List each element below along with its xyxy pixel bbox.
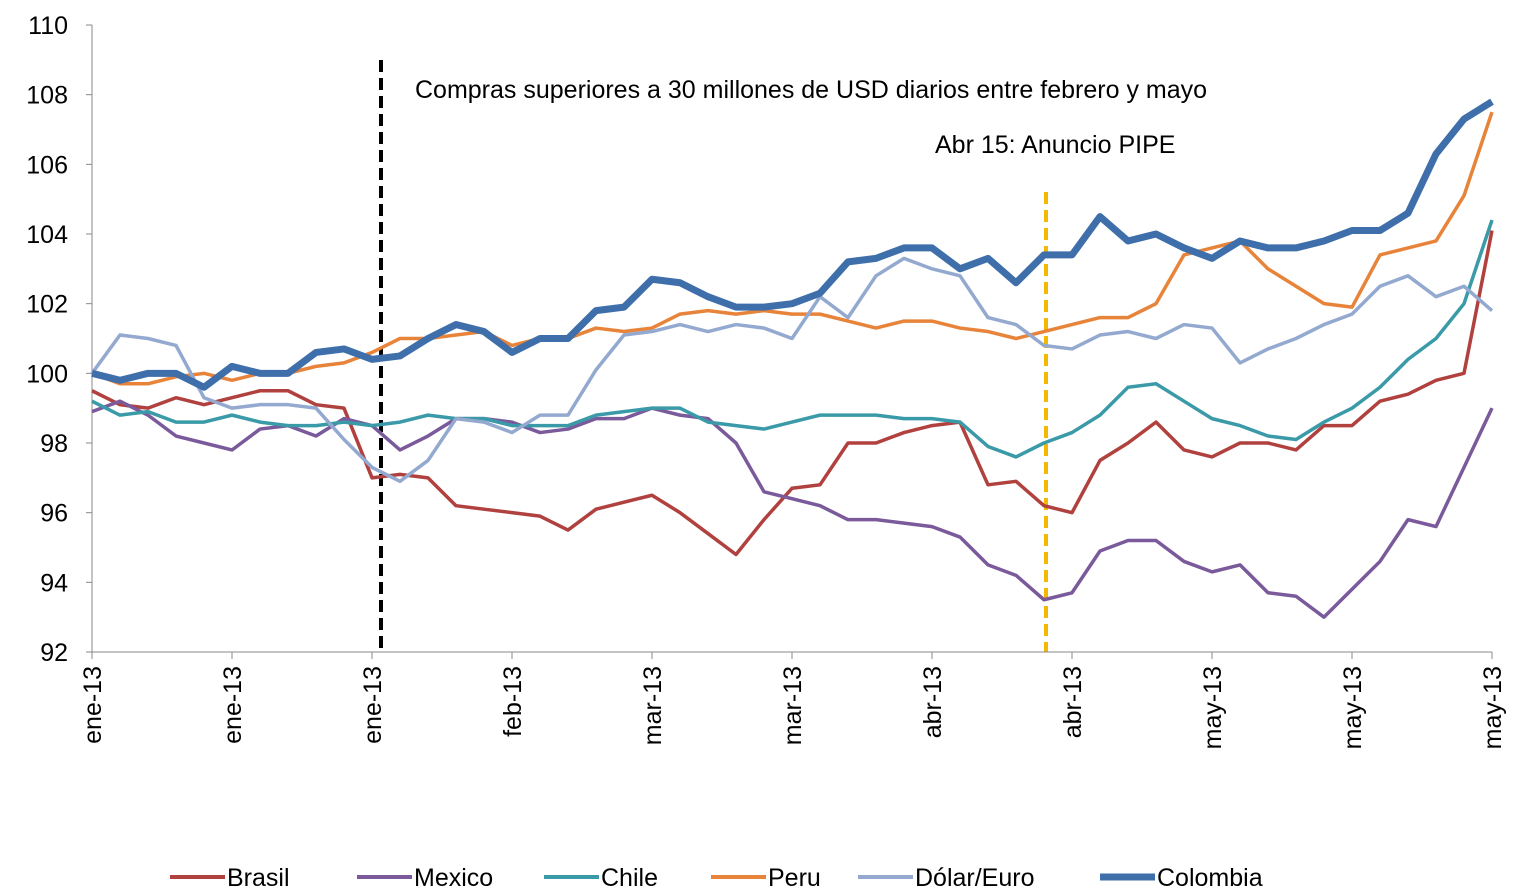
y-tick-label: 110 <box>28 12 68 40</box>
y-tick-label: 98 <box>40 430 68 458</box>
y-tick-label: 108 <box>26 82 68 110</box>
annotation: Compras superiores a 30 millones de USD … <box>415 76 1207 104</box>
y-tick-label: 92 <box>40 639 68 667</box>
series-line <box>91 219 1494 459</box>
x-tick-label: ene-13 <box>79 666 107 744</box>
x-tick-label: abr-13 <box>919 666 947 738</box>
x-tick-label: ene-13 <box>219 666 247 744</box>
series-line <box>91 98 1494 391</box>
series-line <box>90 256 1494 484</box>
y-tick-label: 100 <box>26 360 68 388</box>
legend-label: Dólar/Euro <box>915 864 1035 889</box>
legend-label: Mexico <box>414 864 493 889</box>
x-tick-label: may-13 <box>1339 666 1367 749</box>
series-line <box>91 230 1494 557</box>
series-line <box>91 399 1494 619</box>
x-tick-label: ene-13 <box>359 666 387 744</box>
y-tick-label: 96 <box>40 500 68 528</box>
annotation: Abr 15: Anuncio PIPE <box>935 131 1175 159</box>
x-tick-label: mar-13 <box>639 666 667 745</box>
legend-label: Peru <box>768 864 821 889</box>
x-tick-label: may-13 <box>1199 666 1227 749</box>
y-tick-label: 106 <box>26 151 68 179</box>
series-line <box>91 111 1494 386</box>
y-tick-label: 94 <box>40 569 68 597</box>
x-tick-label: mar-13 <box>779 666 807 745</box>
legend-label: Brasil <box>227 864 290 889</box>
legend-label: Chile <box>601 864 658 889</box>
x-tick-label: abr-13 <box>1059 666 1087 738</box>
y-tick-label: 102 <box>26 291 68 319</box>
x-tick-label: feb-13 <box>499 666 527 737</box>
y-tick-label: 104 <box>26 221 68 249</box>
legend-label: Colombia <box>1157 864 1263 889</box>
x-tick-label: may-13 <box>1479 666 1507 749</box>
